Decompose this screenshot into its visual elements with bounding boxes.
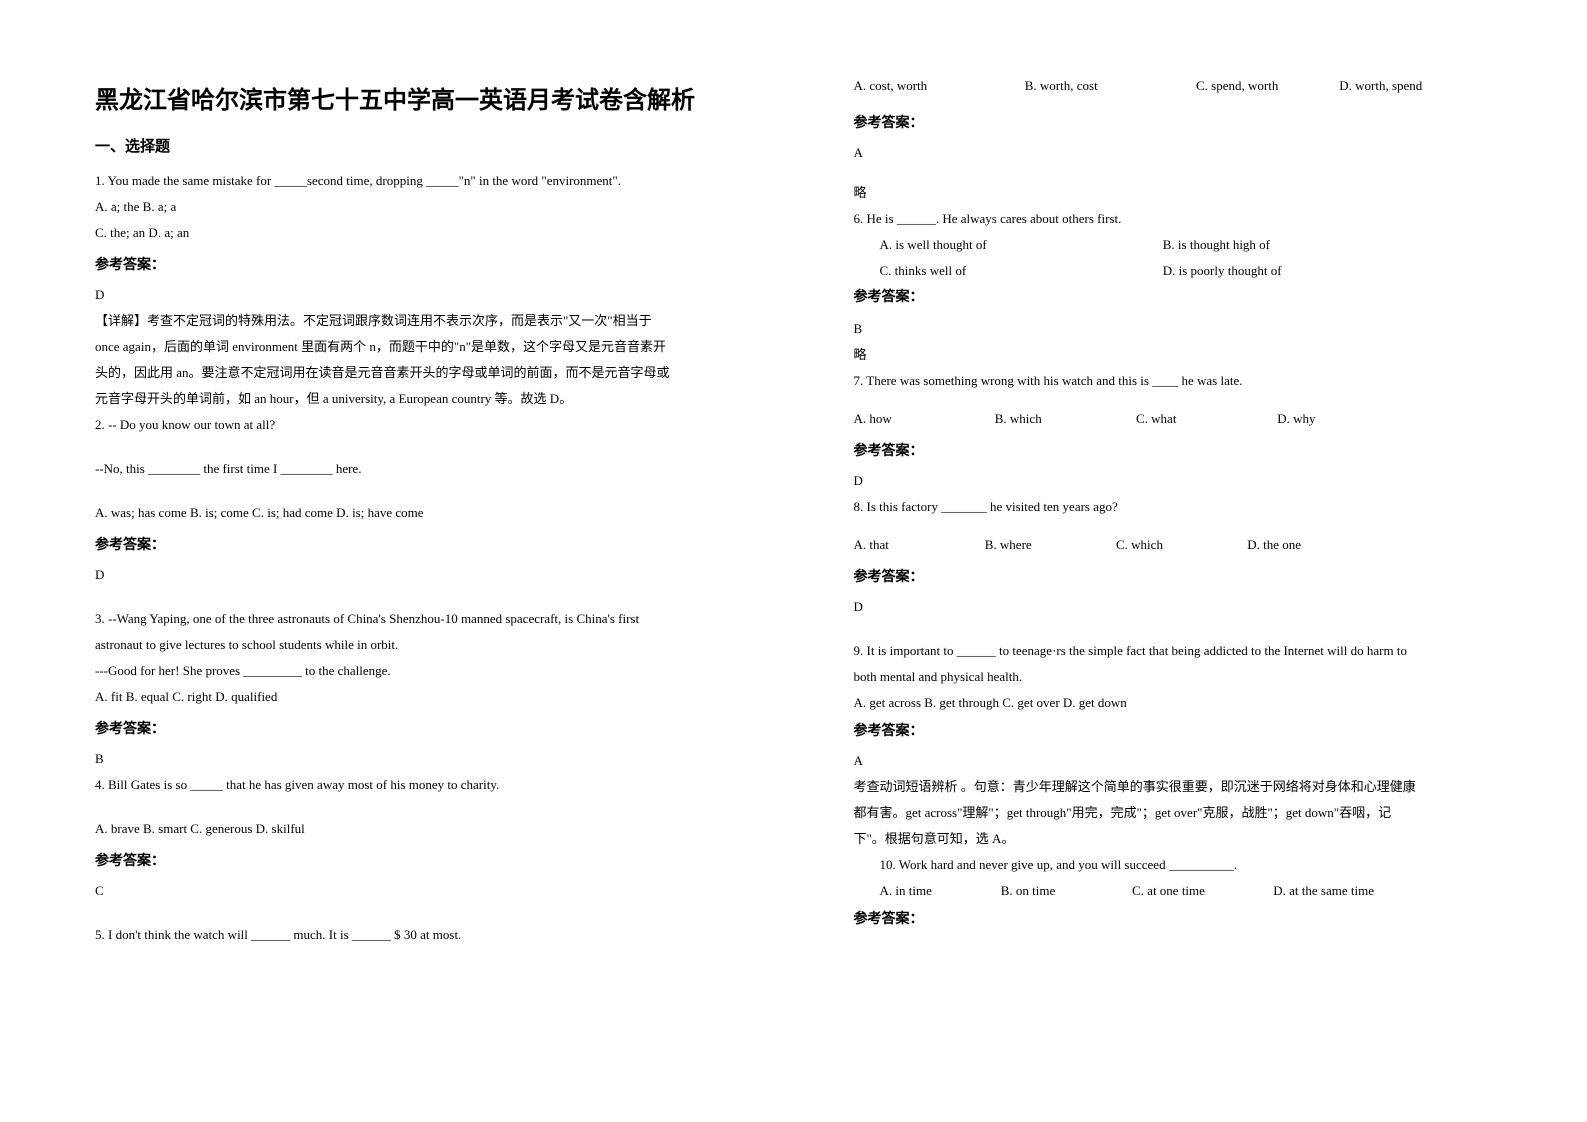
q3-opts: A. fit B. equal C. right D. qualified <box>95 684 734 710</box>
q5-opt-a: A. cost, worth <box>854 73 994 99</box>
q10-opt-b: B. on time <box>1001 878 1101 904</box>
section-header: 一、选择题 <box>95 135 734 156</box>
q5-opt-b: B. worth, cost <box>1025 73 1165 99</box>
q7-opt-b: B. which <box>995 406 1105 432</box>
q1-exp3: 头的，因此用 an。要注意不定冠词用在读音是元音音素开头的字母或单词的前面，而不… <box>95 360 734 386</box>
q2-stem: 2. -- Do you know our town at all? <box>95 412 734 438</box>
answer-label: 参考答案： <box>95 718 734 738</box>
q3-line2: astronaut to give lectures to school stu… <box>95 632 734 658</box>
q6-opt-d: D. is poorly thought of <box>1163 263 1282 278</box>
q3-answer: B <box>95 746 734 772</box>
q3-line3: ---Good for her! She proves _________ to… <box>95 658 734 684</box>
answer-label: 参考答案： <box>854 908 1493 928</box>
q4-opts: A. brave B. smart C. generous D. skilful <box>95 816 734 842</box>
q10-opt-d: D. at the same time <box>1273 878 1374 904</box>
exam-page: 黑龙江省哈尔滨市第七十五中学高一英语月考试卷含解析 一、选择题 1. You m… <box>0 0 1587 1122</box>
q8-opt-b: B. where <box>985 532 1085 558</box>
answer-label: 参考答案： <box>854 720 1493 740</box>
q1-opts2: C. the; an D. a; an <box>95 220 734 246</box>
q5-opt-d: D. worth, spend <box>1339 73 1422 99</box>
q8-opts: A. that B. where C. which D. the one <box>854 532 1493 558</box>
q6-stem: 6. He is ______. He always cares about o… <box>854 206 1493 232</box>
q10-opt-c: C. at one time <box>1132 878 1242 904</box>
q9-exp3: 下"。根据句意可知，选 A。 <box>854 826 1493 852</box>
q5-stem: 5. I don't think the watch will ______ m… <box>95 922 734 948</box>
q7-opt-a: A. how <box>854 406 964 432</box>
q6-opts1: A. is well thought of B. is thought high… <box>854 232 1493 258</box>
answer-label: 参考答案： <box>95 254 734 274</box>
q8-answer: D <box>854 594 1493 620</box>
q5-answer: A <box>854 140 1493 166</box>
q6-opt-c: C. thinks well of <box>880 258 1160 284</box>
q8-opt-a: A. that <box>854 532 954 558</box>
q4-answer: C <box>95 878 734 904</box>
q5-opts: A. cost, worth B. worth, cost C. spend, … <box>854 73 1493 99</box>
q9-exp2: 都有害。get across"理解"；get through"用完，完成"；ge… <box>854 800 1493 826</box>
page-title: 黑龙江省哈尔滨市第七十五中学高一英语月考试卷含解析 <box>95 80 734 115</box>
answer-label: 参考答案： <box>854 440 1493 460</box>
answer-label: 参考答案： <box>854 112 1493 132</box>
q7-opt-c: C. what <box>1136 406 1246 432</box>
q1-answer: D <box>95 282 734 308</box>
q7-stem: 7. There was something wrong with his wa… <box>854 368 1493 394</box>
q3-stem: 3. --Wang Yaping, one of the three astro… <box>95 606 734 632</box>
q8-stem: 8. Is this factory _______ he visited te… <box>854 494 1493 520</box>
q1-stem: 1. You made the same mistake for _____se… <box>95 168 734 194</box>
q7-opt-d: D. why <box>1277 406 1315 432</box>
q7-answer: D <box>854 468 1493 494</box>
q9-answer: A <box>854 748 1493 774</box>
q9-opts: A. get across B. get through C. get over… <box>854 690 1493 716</box>
q6-opts2: C. thinks well of D. is poorly thought o… <box>854 258 1493 284</box>
q6-lue: 略 <box>854 342 1493 368</box>
q1-exp2: once again，后面的单词 environment 里面有两个 n，而题干… <box>95 334 734 360</box>
q8-opt-d: D. the one <box>1247 532 1301 558</box>
q6-answer: B <box>854 316 1493 342</box>
answer-label: 参考答案： <box>854 566 1493 586</box>
q9-line2: both mental and physical health. <box>854 664 1493 690</box>
q6-opt-a: A. is well thought of <box>880 232 1160 258</box>
answer-label: 参考答案： <box>95 534 734 554</box>
q1-opts1: A. a; the B. a; a <box>95 194 734 220</box>
q7-opts: A. how B. which C. what D. why <box>854 406 1493 432</box>
q1-exp4: 元音字母开头的单词前，如 an hour，但 a university, a E… <box>95 386 734 412</box>
q10-opts: A. in time B. on time C. at one time D. … <box>854 878 1493 904</box>
q2-answer: D <box>95 562 734 588</box>
q4-stem: 4. Bill Gates is so _____ that he has gi… <box>95 772 734 798</box>
q6-opt-b: B. is thought high of <box>1163 237 1270 252</box>
q2-line2: --No, this ________ the first time I ___… <box>95 456 734 482</box>
q9-stem: 9. It is important to ______ to teenage·… <box>854 638 1493 664</box>
q10-stem: 10. Work hard and never give up, and you… <box>854 852 1493 878</box>
q8-opt-c: C. which <box>1116 532 1216 558</box>
q1-exp1: 【详解】考查不定冠词的特殊用法。不定冠词跟序数词连用不表示次序，而是表示"又一次… <box>95 308 734 334</box>
q2-opts: A. was; has come B. is; come C. is; had … <box>95 500 734 526</box>
answer-label: 参考答案： <box>95 850 734 870</box>
q10-opt-a: A. in time <box>880 878 970 904</box>
left-column: 黑龙江省哈尔滨市第七十五中学高一英语月考试卷含解析 一、选择题 1. You m… <box>0 0 794 1122</box>
q5-lue: 略 <box>854 180 1493 206</box>
answer-label: 参考答案： <box>854 286 1493 306</box>
q9-exp1: 考查动词短语辨析 。句意：青少年理解这个简单的事实很重要，即沉迷于网络将对身体和… <box>854 774 1493 800</box>
q5-opt-c: C. spend, worth <box>1196 73 1326 99</box>
right-column: A. cost, worth B. worth, cost C. spend, … <box>794 0 1587 1122</box>
